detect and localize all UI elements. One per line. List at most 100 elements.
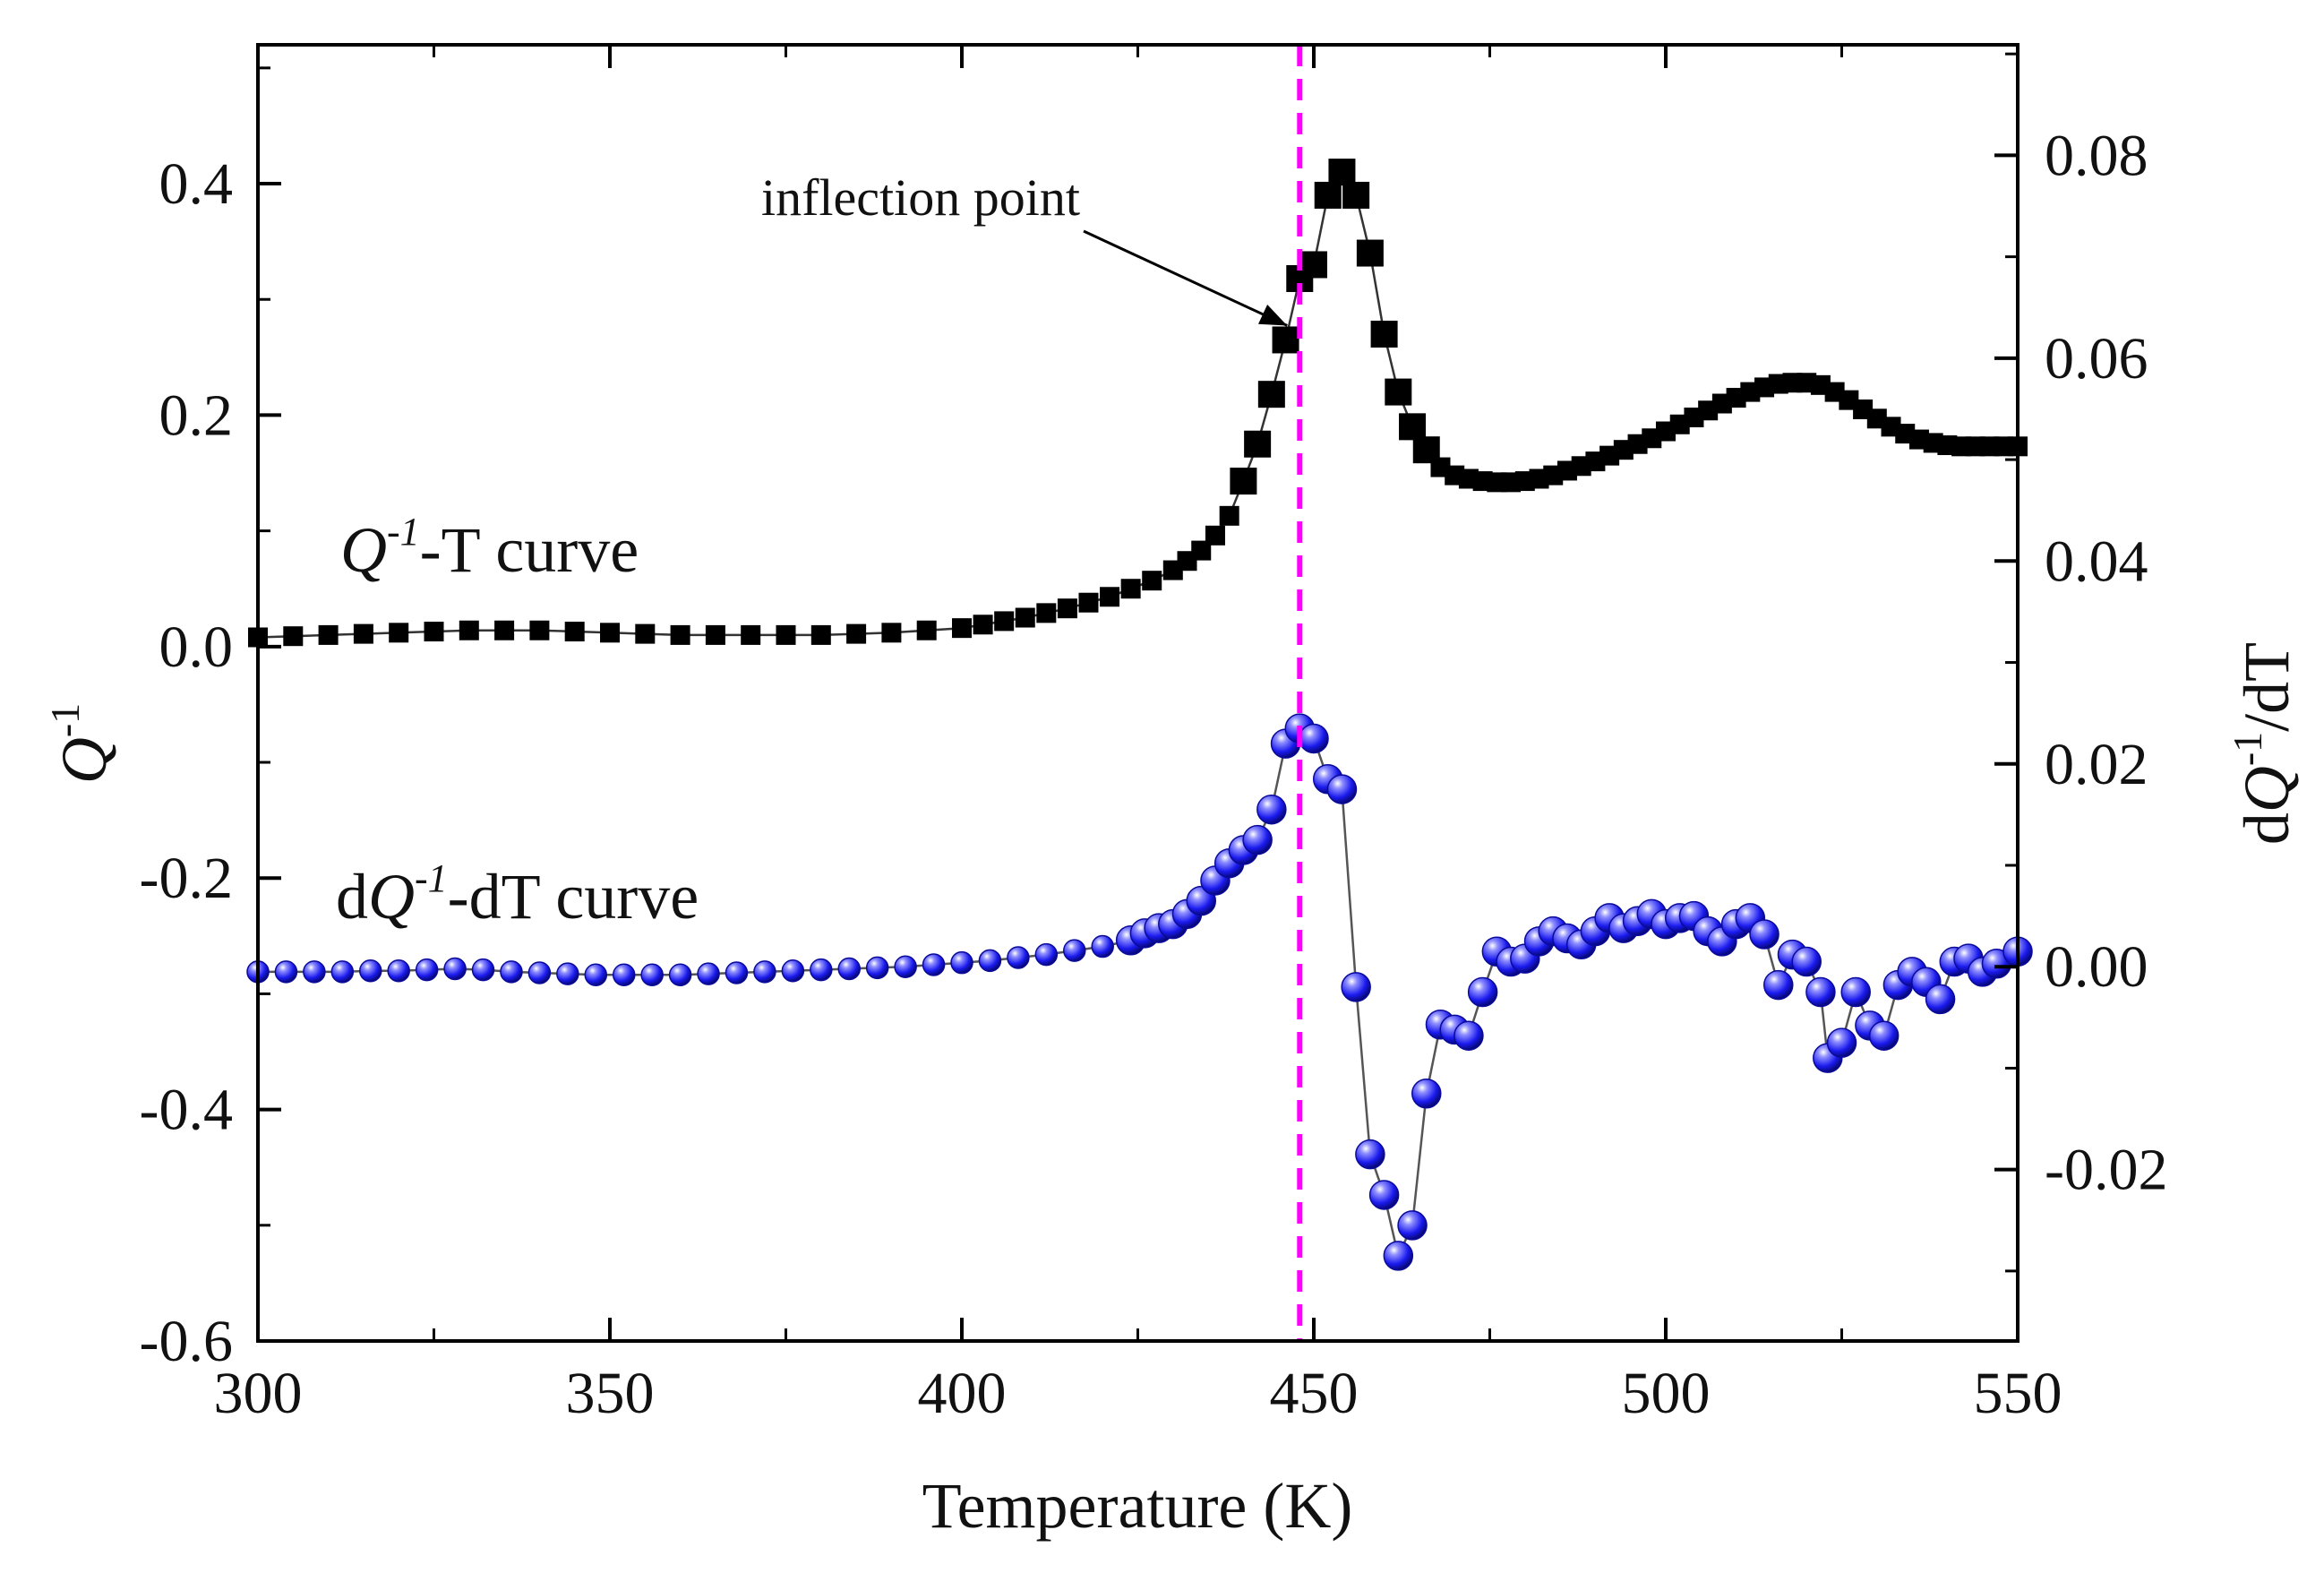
legend-dq-dt-curve: dQ-1-dT curve [336,856,699,933]
data-point [810,958,833,982]
data-point [318,624,339,645]
y-right-tick-label: 0.04 [2045,529,2148,594]
y-right-pre: d [2231,812,2303,845]
data-point [1397,1210,1428,1241]
data-point [424,622,444,642]
legend-q-t-curve: Q-1-T curve [340,510,639,586]
data-point [1205,525,1225,546]
data-point [494,620,515,640]
data-point [1091,934,1114,958]
annotation-arrow-head [1258,304,1288,326]
data-point [1300,251,1327,279]
data-point [500,960,523,984]
y-left-tick-label: -0.6 [140,1309,233,1374]
data-point [1242,824,1273,855]
data-point [443,957,467,981]
data-point [1791,946,1822,977]
x-tick-label: 400 [918,1361,1007,1426]
x-axis-title: Temperature (K) [922,1470,1353,1542]
data-point [725,961,749,984]
data-point [1015,607,1035,628]
data-point [1120,579,1141,599]
data-point [303,960,326,984]
data-point [1925,984,1956,1015]
legend-q-t-main: Q [340,514,387,586]
data-point [1257,381,1285,408]
data-point [837,957,861,981]
data-point [952,618,972,639]
y-left-sup: -1 [42,703,88,737]
data-point [1467,976,1498,1008]
data-point [741,624,761,645]
plot-area [246,159,2033,1271]
series-line [258,726,2019,1259]
data-point [1411,1078,1442,1109]
y-left-tick-label: 0.0 [159,615,234,680]
data-point [1383,1241,1414,1271]
data-point [753,960,776,984]
data-point [1299,723,1329,754]
data-point [1007,946,1030,969]
data-point [894,955,917,978]
y-left-tick-label: -0.4 [140,1078,233,1143]
legend-dq-dt-post: -dT curve [448,861,699,933]
data-point [1328,159,1356,186]
data-point [1840,976,1871,1008]
y-right-tick-label: -0.02 [2045,1138,2167,1203]
data-point [1057,598,1077,619]
data-point [1256,794,1287,825]
data-point [612,963,636,987]
x-tick-label: 300 [214,1361,303,1426]
data-point [1763,969,1794,1001]
data-point [415,958,439,982]
data-point [330,960,355,984]
data-point [1314,181,1342,209]
data-point [635,623,656,644]
data-point [1805,976,1836,1008]
legend-q-t-sup: -1 [387,510,420,554]
data-point [556,962,579,985]
data-point [1356,239,1384,267]
data-point [846,623,867,644]
data-point [1272,326,1299,354]
data-point [994,611,1015,632]
data-point [471,958,495,982]
data-point [1219,505,1239,526]
data-point [1230,468,1257,495]
data-point [950,950,973,975]
series-q-t [248,159,2028,648]
data-point [922,953,946,976]
data-point [1370,320,1398,348]
annotation-arrow-line [1083,229,1288,327]
data-point [1749,919,1779,950]
data-point [1341,972,1371,1002]
data-point [1399,413,1427,441]
x-tick-label: 500 [1622,1361,1711,1426]
data-point [1326,774,1358,804]
data-point [1868,1020,1900,1051]
data-point [1063,939,1086,962]
data-point [1034,942,1059,967]
data-point [387,958,410,983]
data-point [881,623,902,643]
annotation-arrow [1083,229,1288,327]
data-point [353,623,373,644]
y-left-tick-label: 0.4 [159,151,234,217]
data-point [865,956,889,980]
data-point [584,963,608,987]
data-point [1355,1139,1385,1170]
axes: 300 350 400 450 500 550 -0.6 -0.4 -0.2 0.0 0.2 0.4 -… [140,43,2167,1426]
data-point [1036,603,1057,623]
x-tick-label: 450 [1270,1361,1359,1426]
data-point [1142,571,1162,591]
y-right-tick-label: 0.06 [2045,326,2148,391]
y-right-tick-label: 0.08 [2045,123,2148,188]
data-point [459,620,479,640]
y-left-tick-label: -0.2 [140,846,233,911]
data-point [1100,587,1120,607]
series-dq-dt [246,713,2033,1271]
data-point [1342,181,1370,209]
x-tick-label: 350 [566,1361,655,1426]
data-point [283,626,304,647]
